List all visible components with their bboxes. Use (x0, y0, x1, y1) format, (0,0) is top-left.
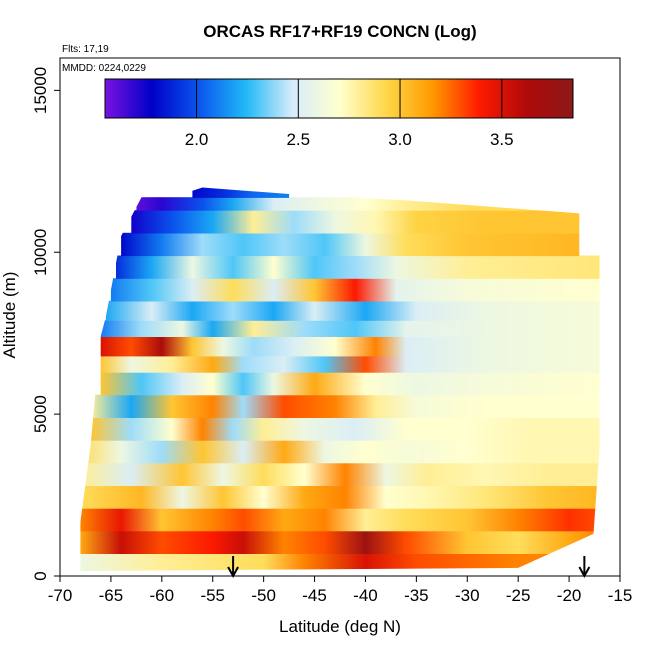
heatmap-band (116, 255, 600, 279)
flights-note: Flts: 17,19 (62, 44, 109, 55)
x-tick-label: -35 (404, 586, 429, 605)
heatmap-band (100, 355, 600, 373)
x-tick-label: -30 (455, 586, 480, 605)
x-tick-label: -20 (557, 586, 582, 605)
dates-note: MMDD: 0224,0229 (62, 63, 146, 74)
x-tick-label: -70 (48, 586, 73, 605)
plot-frame (59, 57, 621, 577)
colorbar-tick-label: 3.5 (490, 130, 514, 149)
heatmap-band (80, 485, 600, 509)
heatmap (80, 187, 600, 572)
y-tick-label: 10000 (31, 229, 50, 276)
heatmap-band (90, 394, 600, 418)
x-tick-label: -40 (353, 586, 378, 605)
heatmap-band (100, 372, 600, 396)
x-tick-label: -50 (251, 586, 276, 605)
colorbar: 2.0 2.5 3.0 3.5 (104, 78, 574, 149)
heatmap-band (80, 462, 600, 486)
colorbar-tick-label: 2.0 (185, 130, 209, 149)
heatmap-band (110, 278, 600, 302)
x-tick-label: -25 (506, 586, 531, 605)
x-tick-label: -65 (99, 586, 124, 605)
x-tick-label: -15 (608, 586, 633, 605)
y-axis: 0 5000 10000 15000 (31, 67, 60, 581)
x-tick-label: -60 (150, 586, 175, 605)
heatmap-band (90, 417, 600, 441)
y-tick-label: 5000 (31, 395, 50, 433)
colorbar-tick-label: 3.0 (388, 130, 412, 149)
x-tick-label: -45 (302, 586, 327, 605)
heatmap-band (131, 210, 580, 234)
heatmap-band (80, 508, 600, 532)
heatmap-band (136, 197, 580, 211)
colorbar-gradient (104, 78, 574, 119)
x-axis: -70 -65 -60 -55 -50 -45 -40 -35 -30 -25 -20 -15 (48, 576, 633, 605)
x-axis-label: Latitude (deg N) (279, 617, 401, 636)
heatmap-band (80, 440, 600, 464)
x-tick-label: -55 (200, 586, 225, 605)
heatmap-band (105, 300, 600, 321)
colorbar-tick-label: 2.5 (286, 130, 310, 149)
heatmap-band (80, 553, 600, 572)
y-axis-label: Altitude (m) (0, 272, 19, 359)
y-tick-label: 15000 (31, 67, 50, 114)
heatmap-band (100, 336, 600, 357)
y-tick-label: 0 (31, 571, 50, 580)
chart-title: ORCAS RF17+RF19 CONCN (Log) (203, 22, 476, 41)
heatmap-band (80, 530, 600, 554)
heatmap-band (121, 232, 580, 257)
heatmap-band (192, 187, 290, 198)
heatmap-band (100, 320, 600, 337)
